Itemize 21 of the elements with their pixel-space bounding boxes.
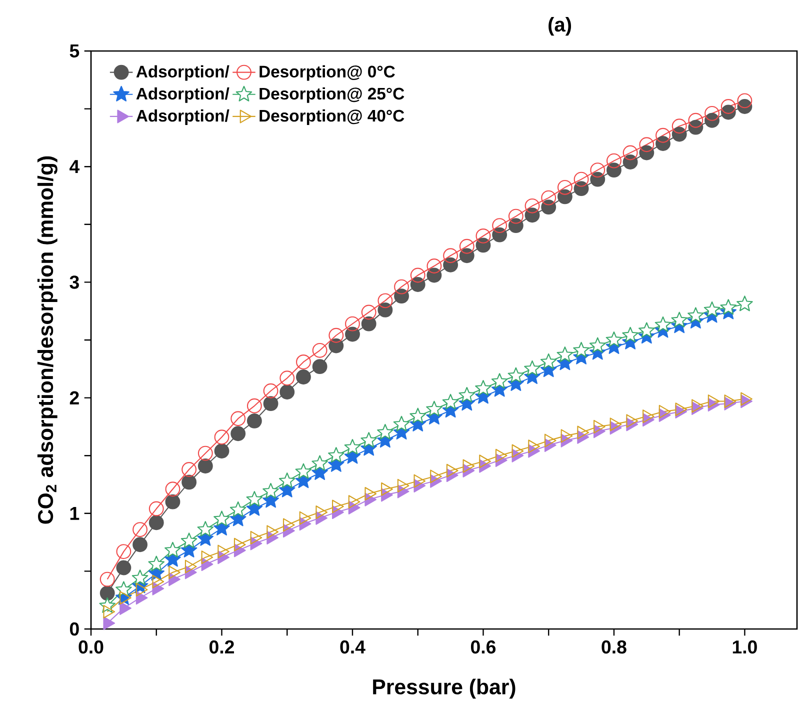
legend-label: Desorption@ 25°C [260, 87, 404, 103]
y-tick-label: 0 [70, 622, 79, 636]
y-tick-label: 5 [70, 44, 80, 58]
y-tick-label: 2 [70, 391, 79, 404]
x-tick-label: 0.0 [78, 640, 104, 654]
x-tick-label: 1.0 [732, 640, 757, 654]
x-tick-label: 0.6 [470, 640, 496, 654]
legend-label: Adsorption/ [136, 109, 230, 125]
y-tick-label: 4 [70, 160, 80, 174]
chart-title: (a) [548, 16, 572, 36]
x-tick-label: 0.8 [602, 640, 626, 654]
y-tick-label: 1 [70, 506, 80, 520]
legend-label: Adsorption/ [136, 65, 230, 81]
x-axis-title: Pressure (bar) [373, 678, 516, 699]
x-tick-label: 0.2 [210, 640, 234, 654]
y-axis-title: CO$_{2}$ adsorption/desorption (mmol/g) [37, 156, 58, 524]
legend-label: Adsorption/ [136, 87, 230, 103]
y-tick-label: 3 [70, 276, 79, 289]
legend-label: Desorption@ 40°C [260, 109, 404, 125]
x-tick-label: 0.4 [340, 640, 366, 654]
legend-label: Desorption@ 0°C [260, 65, 395, 81]
